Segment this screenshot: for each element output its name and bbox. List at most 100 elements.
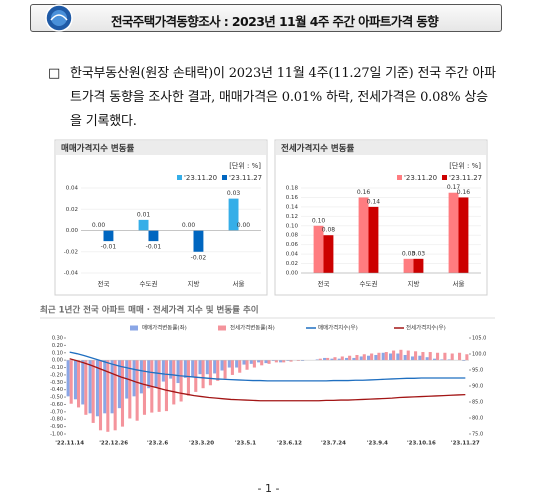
value-label: 0.03 — [412, 250, 426, 257]
bar — [447, 359, 451, 361]
bar — [213, 360, 217, 374]
bar — [66, 360, 70, 397]
bar — [242, 360, 246, 365]
legend-label: 전세가격지수(우) — [406, 324, 446, 332]
bar — [205, 360, 209, 375]
y-tick-label: -0.80 — [50, 417, 63, 423]
value-label: 0.16 — [357, 189, 371, 196]
bar — [462, 360, 466, 361]
bar — [413, 258, 424, 273]
x-tick-label: '23.3.20 — [189, 441, 214, 447]
bar — [289, 360, 293, 362]
y-tick-label: -0.70 — [50, 409, 63, 415]
bar — [128, 360, 132, 419]
y-tick-label: 0.00 — [286, 271, 299, 277]
y-tick-label: 0.12 — [286, 214, 298, 220]
charts: 매매가격지수 변동률 [단위 : %] '23.11.20 '23.11.27 0.04… — [40, 139, 495, 447]
bar — [381, 352, 385, 361]
unit-label: [단위 : %] — [449, 161, 481, 170]
unit-label: [단위 : %] — [229, 161, 261, 170]
bar — [333, 357, 337, 361]
bar — [267, 360, 271, 364]
y2-tick-label: 105.0 — [472, 336, 486, 342]
bar — [88, 360, 92, 414]
bar — [403, 354, 407, 361]
x-tick-label: 수도권 — [140, 280, 158, 288]
x-tick-label: 수도권 — [360, 280, 378, 288]
bar — [227, 360, 231, 368]
bar — [377, 352, 381, 361]
x-tick-label: '23.5.1 — [235, 441, 256, 447]
value-label: 0.08 — [322, 227, 336, 234]
title-box: 전국주택가격동향조사 : 2023년 11월 4주 주간 아파트가격 동향 — [30, 4, 502, 32]
bar — [139, 360, 143, 394]
y-tick-label: -0.90 — [50, 424, 63, 430]
panel-header — [276, 141, 486, 155]
x-tick-label: 전국 — [98, 279, 110, 288]
bar — [301, 360, 305, 361]
bar — [432, 358, 437, 361]
bar — [450, 353, 454, 361]
y-tick-label: -0.40 — [50, 387, 63, 393]
y-tick-label: 0.02 — [286, 261, 298, 267]
bar — [399, 349, 403, 361]
legend-swatch — [218, 325, 226, 331]
legend-label: '23.11.20 — [184, 174, 217, 182]
value-label: -0.02 — [191, 254, 207, 261]
bar — [264, 360, 268, 364]
bar — [106, 360, 110, 432]
bar — [191, 360, 195, 378]
legend-label: '23.11.20 — [404, 174, 437, 182]
x-tick-label: '23.2.6 — [147, 441, 168, 447]
bar — [198, 360, 202, 375]
value-label: -0.01 — [146, 244, 162, 251]
y2-tick-label: 95.0 — [472, 368, 483, 374]
value-label: 0.17 — [447, 184, 461, 191]
bar — [388, 353, 393, 361]
value-label: 0.00 — [92, 222, 106, 229]
bar — [194, 360, 198, 392]
bar — [358, 197, 369, 273]
bar — [396, 353, 400, 361]
x-tick-label: '22.12.26 — [99, 441, 128, 447]
legend-label: '23.11.27 — [229, 174, 262, 182]
summary-text: 한국부동산원(원장 손태락)이 2023년 11월 4주(11.27일 기준) … — [70, 66, 496, 129]
x-tick-label: 서울 — [453, 279, 465, 288]
bar — [223, 360, 227, 379]
bar — [384, 352, 388, 361]
bar — [282, 360, 286, 363]
bar — [392, 350, 396, 361]
y-tick-label: 0.14 — [286, 204, 299, 210]
x-tick-label: '23.9.4 — [367, 441, 388, 447]
bar — [201, 360, 205, 389]
page-number: - 1 - — [257, 482, 280, 495]
bar — [348, 355, 352, 361]
bar — [252, 360, 256, 368]
bar — [98, 360, 103, 431]
bar — [436, 352, 440, 361]
bar — [465, 354, 469, 361]
bar — [235, 360, 239, 368]
bar — [271, 360, 275, 361]
bar — [368, 206, 379, 273]
x-tick-label: 지방 — [188, 279, 200, 288]
bar — [138, 219, 149, 231]
bar — [374, 354, 378, 361]
bar — [186, 360, 190, 396]
x-tick-label: '23.11.27 — [451, 441, 480, 447]
y-tick-label: 0.30 — [52, 336, 63, 342]
y-tick-label: 0.04 — [286, 252, 299, 258]
y-tick-label: -0.04 — [64, 271, 79, 277]
value-label: 0.01 — [137, 211, 151, 218]
x-tick-label: 서울 — [233, 279, 245, 288]
bar — [228, 198, 239, 231]
bar — [95, 360, 99, 417]
bar — [176, 360, 180, 384]
y-tick-label: 0.10 — [52, 350, 63, 356]
legend-swatch — [130, 325, 138, 331]
legend-label: 전세가격변동률(좌) — [230, 324, 275, 332]
legend-label: 매매가격지수(우) — [318, 324, 358, 332]
bar — [323, 235, 334, 273]
y-tick-label: 0.04 — [66, 186, 79, 192]
bar — [91, 360, 95, 423]
